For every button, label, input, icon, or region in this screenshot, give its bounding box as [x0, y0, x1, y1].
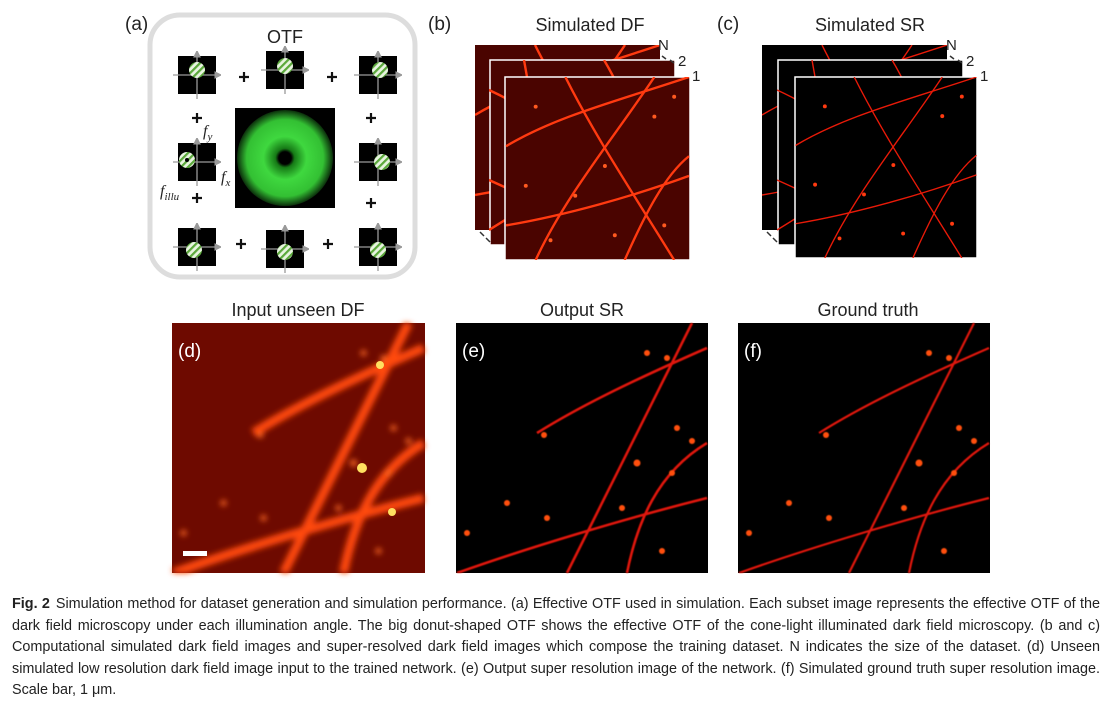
panel-label: (d): [178, 341, 201, 362]
panel-label: (c): [717, 14, 739, 35]
panel-title: Input unseen DF: [231, 300, 364, 320]
stack-label: 1: [692, 68, 700, 85]
panel-title: Output SR: [540, 300, 624, 320]
stack-label: N: [658, 37, 669, 54]
axis-label-sub: illu: [164, 191, 179, 203]
sr-stack: [762, 45, 978, 259]
axis-label-base: f: [160, 183, 167, 200]
caption-text: Simulation method for dataset generation…: [12, 596, 1100, 698]
stack-label: 1: [980, 68, 988, 85]
caption: Fig. 2 Simulation method for dataset gene…: [12, 594, 1100, 702]
df-stack: [475, 45, 691, 261]
stack-dots: [949, 55, 963, 64]
stack-label: 2: [678, 53, 686, 70]
panel-title: Simulated DF: [535, 15, 644, 35]
stack-label: N: [946, 37, 957, 54]
otf-title: OTF: [267, 27, 303, 47]
stack-label: 2: [966, 53, 974, 70]
axis-label-sub: x: [224, 177, 230, 189]
stack-dots: [766, 231, 778, 243]
gt-image: [738, 323, 990, 573]
panel-title: Ground truth: [817, 300, 918, 320]
plus-signs: [192, 72, 376, 249]
otf-subsets: [173, 46, 402, 273]
scale-bar: [183, 551, 207, 556]
axis-label: fillu: [160, 183, 180, 203]
panel-label: (b): [428, 14, 451, 35]
panel-title: Simulated SR: [815, 15, 925, 35]
sr-image: [456, 323, 708, 573]
otf-frame: [147, 12, 418, 280]
axis-label-sub: y: [206, 131, 212, 143]
figure-label: Fig. 2: [12, 596, 50, 612]
figure: (a) OTF fy fx fillu (b) Simulated DF N 2…: [125, 12, 990, 573]
panel-label: (e): [462, 341, 485, 362]
axis-label: fx: [221, 169, 230, 189]
axis-label-base: f: [221, 169, 228, 186]
stack-dots: [479, 231, 491, 243]
donut-otf: [237, 110, 333, 206]
stack-dots: [661, 55, 675, 64]
axis-label: fy: [203, 123, 212, 143]
df-spots: [357, 361, 396, 516]
axis-label-base: f: [203, 123, 210, 140]
panel-label: (a): [125, 14, 148, 35]
panel-label: (f): [744, 341, 762, 362]
